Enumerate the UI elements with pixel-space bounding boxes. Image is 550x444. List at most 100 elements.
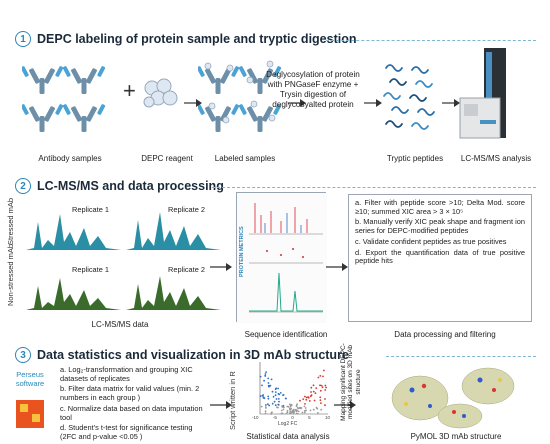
volcano-point <box>267 395 270 398</box>
volcano-point <box>267 382 270 384</box>
volcano-point <box>259 375 262 378</box>
volcano-point <box>319 399 322 401</box>
x-tick: -5 <box>272 415 277 420</box>
volcano-point <box>274 394 277 397</box>
section-2-divider <box>212 187 536 188</box>
volcano-point <box>322 375 324 378</box>
tryptic-peptides-icon <box>383 64 435 130</box>
volcano-point <box>315 387 318 389</box>
volcano-point <box>319 389 322 392</box>
volcano-point <box>289 410 292 413</box>
volcano-point <box>309 395 312 398</box>
section-2-number: 2 <box>15 178 31 194</box>
volcano-point <box>300 407 303 409</box>
volcano-point <box>267 377 270 380</box>
volcano-point <box>265 404 267 406</box>
volcano-point <box>324 398 326 400</box>
tryptic-peptides-caption: Tryptic peptides <box>386 154 444 163</box>
processing-filtering-caption: Data processing and filtering <box>394 330 496 339</box>
stat-step-a: a. Log₂-transformation and grouping XIC … <box>60 365 193 383</box>
chromatogram-stressed-rep1 <box>26 202 121 252</box>
volcano-point <box>277 392 280 395</box>
antibody-samples-caption: Antibody samples <box>38 154 102 163</box>
volcano-point <box>295 408 297 411</box>
labeled-samples-caption: Labeled samples <box>214 154 276 163</box>
stat-step-b: b. Filter data matrix for valid values (… <box>60 384 200 403</box>
volcano-point <box>317 376 320 379</box>
mapping-label: Mapping significant DEPC-modified sites … <box>340 343 362 421</box>
stat-step-d: d. Student's t-test for significance tes… <box>60 423 193 442</box>
volcano-point <box>261 394 264 397</box>
pymol-structure-image <box>391 367 515 429</box>
volcano-point <box>309 409 312 412</box>
volcano-point <box>289 408 291 411</box>
chromatogram-nonstressed-rep1 <box>26 262 121 312</box>
volcano-point <box>289 412 291 414</box>
volcano-point <box>297 410 300 413</box>
filter-step-a: a. Filter with peptide score >10; Delta … <box>355 198 525 216</box>
deglycosylation-text: Deglycosylation of protein with PNGaseF … <box>266 70 360 109</box>
volcano-point <box>319 396 322 399</box>
volcano-point <box>284 397 287 400</box>
volcano-point <box>264 373 267 375</box>
arrow-icon <box>442 99 460 107</box>
volcano-point <box>267 397 270 400</box>
filter-step-c: c. Validate confident peptides as true p… <box>355 236 507 246</box>
volcano-point <box>305 398 308 401</box>
replicate-2-label: Replicate 2 <box>168 205 205 214</box>
volcano-point <box>304 403 306 405</box>
lcms-data-caption: LC-MS/MS data <box>91 320 149 329</box>
labeled-samples-icon <box>198 60 282 132</box>
volcano-point <box>301 411 304 414</box>
section-3-number: 3 <box>15 347 31 363</box>
volcano-point <box>260 405 263 408</box>
volcano-point <box>276 406 278 408</box>
volcano-point <box>293 410 296 413</box>
volcano-point <box>325 386 327 389</box>
x-tick: 5 <box>308 415 311 420</box>
volcano-point <box>312 390 315 393</box>
plus-sign: + <box>123 78 136 103</box>
volcano-point <box>285 412 288 415</box>
volcano-point <box>268 385 270 388</box>
volcano-point <box>296 403 298 405</box>
volcano-point <box>272 395 275 398</box>
statistical-analysis-caption: Statistical data analysis <box>246 432 330 441</box>
volcano-point <box>274 391 277 393</box>
perseus-software-label: Perseus software <box>15 370 45 388</box>
volcano-point <box>281 406 284 408</box>
perseus-logo-icon <box>16 400 44 428</box>
volcano-point <box>319 375 322 377</box>
arrow-icon <box>210 263 232 271</box>
section-3-title: Data statistics and visualization in 3D … <box>37 348 349 362</box>
volcano-x-label: Log2 FC <box>278 421 298 427</box>
volcano-point <box>280 409 283 412</box>
section-1-title: DEPC labeling of protein sample and tryp… <box>37 32 357 46</box>
volcano-point <box>304 407 307 409</box>
antibody-samples-icon <box>22 65 106 132</box>
volcano-point <box>278 400 280 403</box>
volcano-point <box>292 412 295 415</box>
volcano-point <box>303 405 306 408</box>
volcano-point <box>323 369 325 372</box>
protein-metrics-logo: PROTEIN METRICS <box>239 226 245 277</box>
volcano-point <box>296 406 299 409</box>
volcano-point <box>271 402 274 405</box>
volcano-point <box>289 405 292 408</box>
volcano-point <box>290 407 292 410</box>
filter-step-b: b. Manually verify XIC peak shape and fr… <box>355 217 525 236</box>
volcano-point <box>279 392 282 394</box>
volcano-point <box>282 394 285 396</box>
volcano-point <box>295 410 298 413</box>
r-script-label: Script written in R <box>228 371 237 430</box>
arrow-icon <box>364 99 382 107</box>
x-tick: -10 <box>252 415 259 420</box>
volcano-point <box>271 390 274 393</box>
volcano-point <box>299 399 301 402</box>
lcms-analysis-caption: LC-MS/MS analysis <box>460 154 532 163</box>
volcano-point <box>303 411 306 414</box>
volcano-point <box>265 407 267 409</box>
volcano-point <box>275 398 278 400</box>
depc-reagent-caption: DEPC reagent <box>141 154 193 163</box>
section-2-title: LC-MS/MS and data processing <box>37 179 224 193</box>
